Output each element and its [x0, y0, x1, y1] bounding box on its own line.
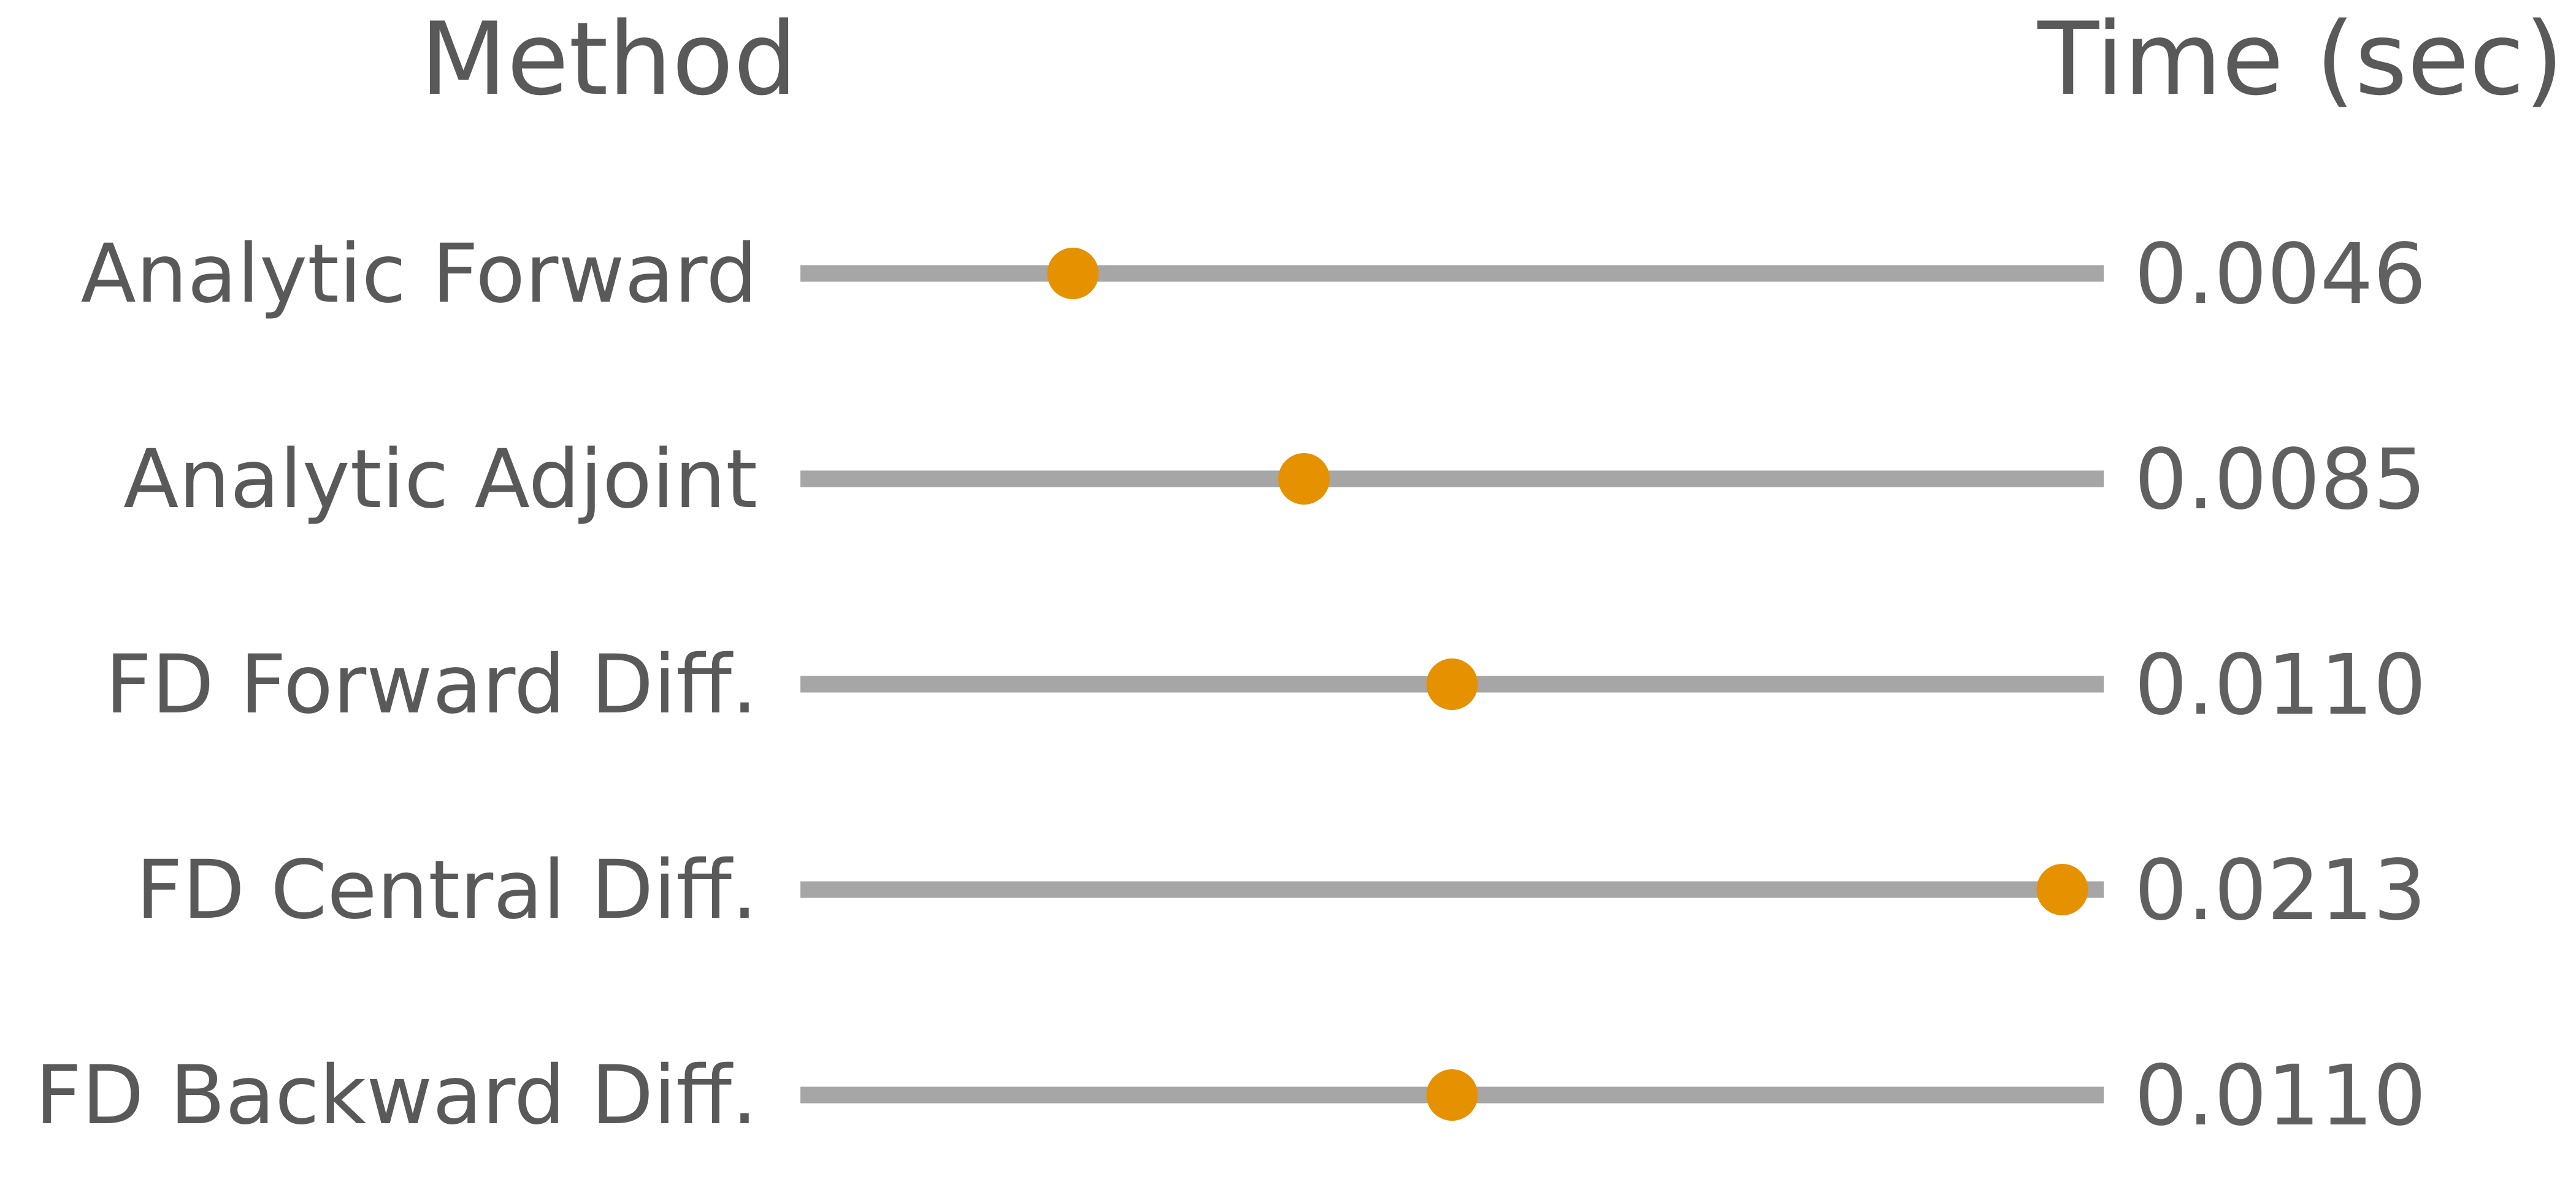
time-value-label: 0.0046	[2134, 226, 2426, 323]
method-label: FD Forward Diff.	[105, 638, 757, 732]
time-value-label: 0.0213	[2134, 842, 2426, 939]
time-column-header: Time (sec)	[2037, 1, 2564, 118]
method-column-header: Method	[420, 1, 797, 118]
data-point-marker	[1047, 248, 1099, 299]
time-value-label: 0.0085	[2134, 432, 2426, 528]
method-label: Analytic Adjoint	[123, 432, 757, 527]
time-value-label: 0.0110	[2134, 637, 2426, 734]
data-point-marker	[1278, 453, 1330, 505]
data-point-marker	[2036, 864, 2088, 915]
chart-rows: Analytic Forward 0.0046 Analytic Adjoint 0.…	[35, 226, 2426, 1145]
method-label: FD Central Diff.	[136, 843, 757, 937]
method-label: Analytic Forward	[81, 227, 757, 321]
data-point-marker	[1426, 658, 1478, 710]
data-point-marker	[1426, 1069, 1478, 1121]
time-value-label: 0.0110	[2134, 1048, 2426, 1145]
method-label: FD Backward Diff.	[35, 1048, 757, 1143]
